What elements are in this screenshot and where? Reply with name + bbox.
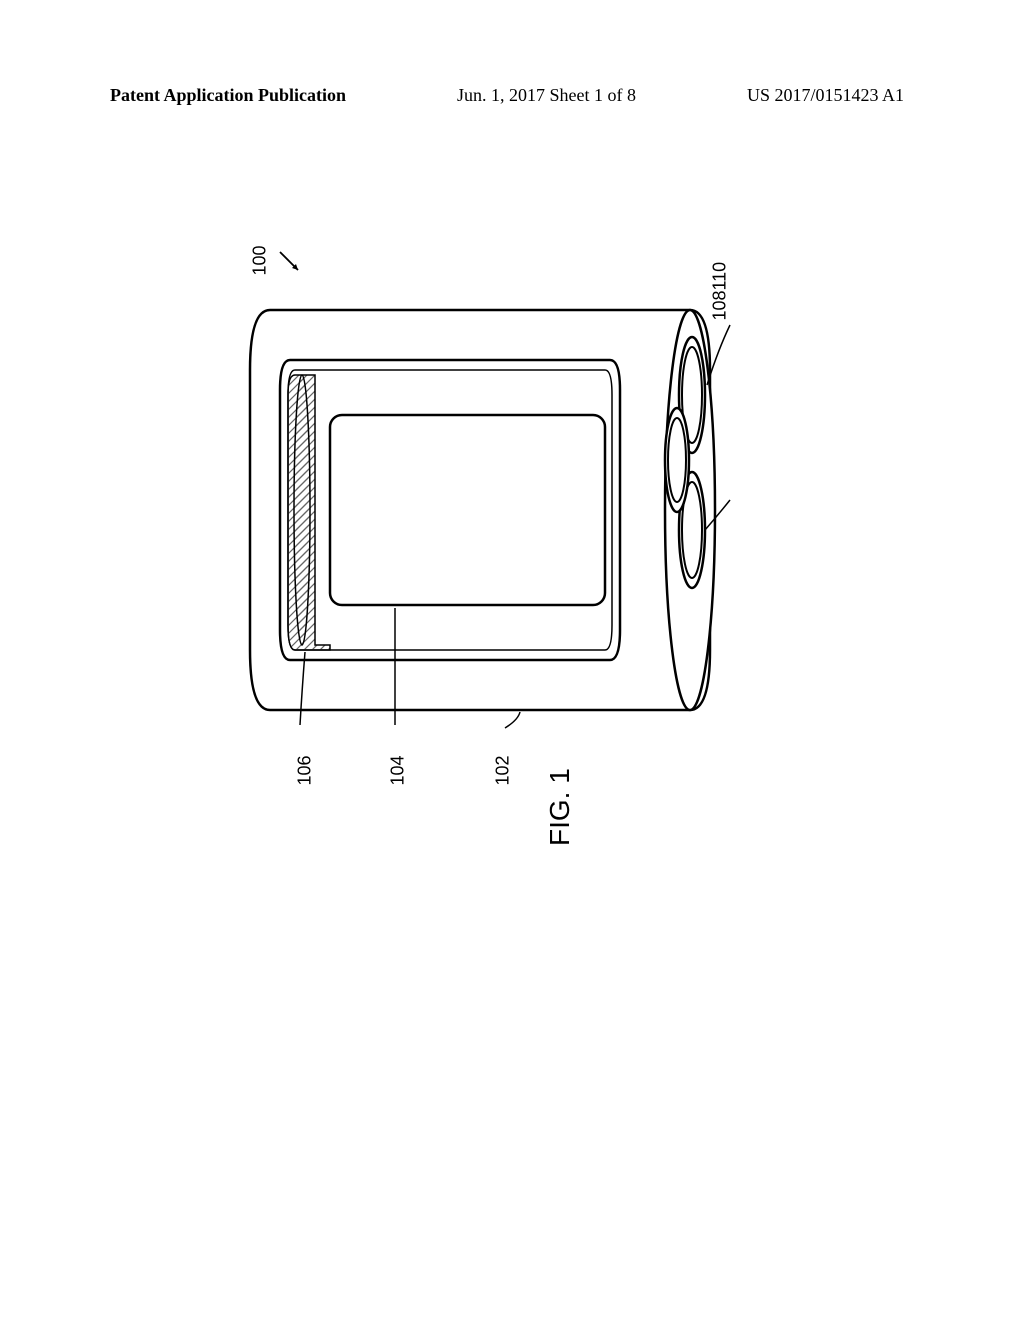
figure-number: FIG. 1 [544, 768, 576, 846]
reference-arrow-100 [278, 250, 308, 280]
header-publication-type: Patent Application Publication [110, 85, 346, 106]
header-date-sheet: Jun. 1, 2017 Sheet 1 of 8 [457, 85, 636, 106]
reference-label-110: 110 [710, 262, 731, 291]
device-drawing [240, 250, 740, 950]
page-header: Patent Application Publication Jun. 1, 2… [0, 85, 1024, 106]
reference-label-106: 106 [295, 755, 316, 785]
reference-label-108: 108 [710, 290, 731, 320]
reference-label-104: 104 [388, 755, 409, 785]
reference-label-100: 100 [250, 245, 271, 275]
header-publication-number: US 2017/0151423 A1 [747, 85, 904, 106]
patent-figure [240, 250, 740, 950]
reference-label-102: 102 [493, 755, 514, 785]
